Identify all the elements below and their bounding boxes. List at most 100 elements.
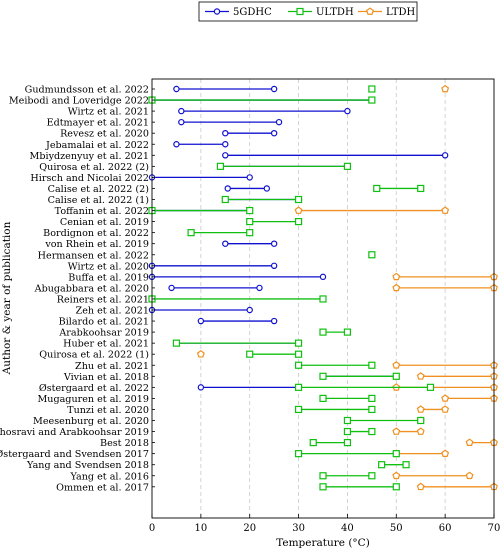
ultdh-min-marker [319, 472, 327, 480]
5gdhc-max-marker [270, 85, 278, 93]
ultdh-max-marker [294, 218, 303, 226]
5gdhc-min-marker [224, 185, 231, 192]
ultdh-min-marker [368, 85, 376, 93]
ultdh-max-marker [319, 295, 327, 303]
5gdhc-max-marker [263, 185, 271, 192]
ltdh-max-marker [416, 427, 425, 435]
ltdh-min-marker [392, 361, 401, 369]
ultdh-min-marker [294, 450, 303, 458]
x-axis-label: Temperature (°C) [276, 537, 370, 549]
ultdh-max-marker [402, 461, 410, 469]
5gdhc-max-marker [270, 317, 278, 325]
ultdh-max-marker [392, 483, 400, 491]
ultdh-max-marker [368, 394, 376, 402]
y-tick-label: Wirtz et al. 2021 [68, 107, 149, 118]
y-tick-label: Wirtz et al. 2020 [68, 261, 149, 272]
5gdhc-max-marker [246, 306, 253, 314]
ltdh-min-marker [392, 427, 401, 435]
y-tick-label: Hermansen et al. 2022 [38, 250, 149, 261]
x-ticks: 0 10 20 30 40 50 60 70 [149, 514, 501, 534]
legend-item-5gdhc: 5GDHC [205, 7, 272, 18]
5gdhc-min-marker [197, 317, 205, 325]
y-tick-label: Revesz et al. 2020 [60, 129, 149, 140]
ultdh-max-marker [343, 162, 352, 170]
5gdhc-max-marker [270, 262, 278, 269]
y-tick-label: Gudmundsson et al. 2022 [25, 85, 149, 96]
ltdh-max-marker [441, 405, 450, 413]
y-tick-label: Buffa et al. 2019 [68, 272, 149, 283]
ultdh-max-marker [417, 416, 425, 425]
legend-label-ultdh: ULTDH [316, 7, 354, 18]
ltdh-min-marker [441, 394, 450, 402]
ltdh-min-marker [465, 438, 474, 446]
y-tick-label: Quirosa et al. 2022 (1) [39, 350, 149, 361]
y-tick-label: Bilardo et al. 2021 [59, 317, 149, 328]
y-tick-label: Vivian et al. 2018 [63, 372, 149, 383]
ltdh-min-marker [392, 471, 401, 480]
ultdh-min-marker [246, 350, 254, 358]
y-tick-label: Jebamalai et al. 2022 [45, 140, 149, 151]
ultdh-min-marker [246, 218, 254, 226]
y-tick-label: von Rhein et al. 2019 [44, 239, 149, 250]
y-tick-label: Hirsch and Nicolai 2022 [30, 173, 149, 184]
ultdh-min-marker [294, 361, 303, 369]
y-tick-label: Ommen et al. 2017 [56, 482, 149, 493]
y-tick-label: Abugabbara et al. 2020 [34, 283, 149, 294]
ultdh-min-marker [294, 405, 303, 414]
ltdh-min-marker [441, 84, 450, 93]
y-tick-label: Mugaguren et al. 2019 [37, 394, 149, 405]
5gdhc-max-marker [246, 174, 253, 181]
ultdh-min-marker [309, 439, 317, 447]
ultdh-min-marker [221, 195, 229, 204]
ltdh-min-marker [416, 482, 425, 491]
ultdh-min-marker [319, 394, 327, 402]
ultdh-min-marker [319, 328, 327, 336]
y-axis-label: Author & year of publication [1, 221, 13, 375]
y-tick-label: Reiners et al. 2021 [57, 294, 149, 305]
x-tick-label: 60 [439, 523, 452, 534]
y-tick-label: Arabkoohsar 2019 [58, 328, 149, 339]
ultdh-max-marker [294, 195, 303, 204]
ltdh-max-marker [441, 449, 450, 457]
y-tick-label: Zeh et al. 2021 [76, 306, 149, 317]
ltdh-min-marker [416, 372, 425, 380]
legend-label-ltdh: LTDH [386, 7, 416, 18]
ultdh-max-marker [246, 206, 254, 215]
ultdh-max-marker [368, 96, 376, 104]
ultdh-max-marker [343, 439, 352, 447]
ultdh-min-marker [373, 184, 381, 193]
ltdh-max-marker [441, 206, 450, 214]
ultdh-min-marker [368, 251, 376, 259]
ultdh-max-marker [294, 339, 303, 347]
ultdh-max-marker [368, 472, 376, 480]
ultdh-min-marker [319, 372, 327, 380]
ultdh-min-marker [378, 461, 386, 469]
ultdh-min-marker [187, 229, 195, 237]
y-tick-label: Meibodi and Loveridge 2022 [9, 96, 149, 107]
ultdh-max-marker [368, 405, 376, 414]
legend: 5GDHC ULTDH LTDH [198, 1, 418, 22]
ultdh-min-marker [216, 162, 224, 170]
5gdhc-max-marker [344, 107, 351, 115]
5gdhc-max-marker [441, 152, 449, 159]
ultdh-max-marker [368, 361, 376, 369]
ultdh-min-marker [343, 427, 352, 436]
5gdhc-min-marker [173, 141, 180, 148]
y-tick-label: Mbiydzenyuy et al. 2021 [30, 151, 149, 162]
5gdhc-max-marker [275, 118, 283, 126]
x-tick-label: 10 [194, 523, 207, 534]
ultdh-min-marker [172, 339, 181, 347]
x-tick-label: 0 [149, 523, 155, 534]
5gdhc-min-marker [197, 384, 205, 391]
5gdhc-min-marker [178, 118, 185, 126]
x-tick-label: 30 [292, 523, 305, 534]
y-tick-label: Edtmayer et al. 2021 [47, 118, 149, 129]
y-tick-label: Zhu et al. 2021 [75, 361, 149, 372]
x-tick-label: 70 [488, 523, 501, 534]
5gdhc-max-marker [319, 273, 327, 281]
5gdhc-min-marker [178, 107, 185, 115]
ultdh-max-marker [417, 184, 425, 193]
ltdh-min-marker [294, 206, 303, 214]
ltdh-min-marker [196, 350, 205, 358]
